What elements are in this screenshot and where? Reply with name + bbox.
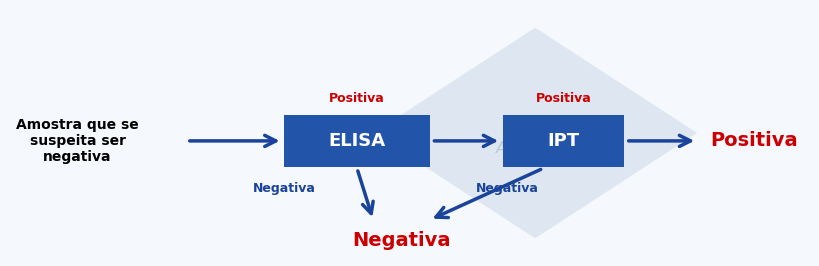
Text: Positiva: Positiva [328,92,384,105]
FancyBboxPatch shape [283,115,429,167]
Text: Positiva: Positiva [709,131,797,150]
Text: ELISA: ELISA [328,132,385,150]
Text: Positiva: Positiva [535,92,590,105]
Text: Negativa: Negativa [252,182,315,195]
Text: IPT: IPT [547,132,579,150]
Text: A Ramirez: A Ramirez [495,141,573,156]
Text: Amostra que se
suspeita ser
negativa: Amostra que se suspeita ser negativa [16,118,138,164]
Text: Negativa: Negativa [352,231,450,250]
FancyBboxPatch shape [502,115,623,167]
Text: Negativa: Negativa [475,182,537,195]
Polygon shape [373,28,696,238]
